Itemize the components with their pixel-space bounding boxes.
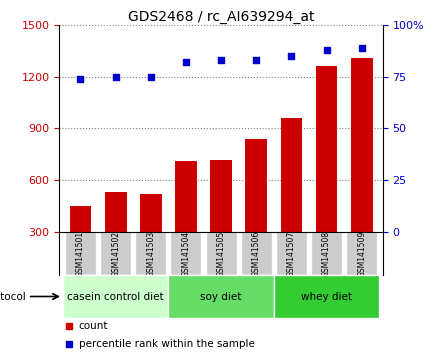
Point <box>288 53 295 59</box>
Point <box>66 341 73 347</box>
Bar <box>169 275 274 318</box>
FancyBboxPatch shape <box>205 232 237 275</box>
Bar <box>281 118 302 232</box>
Point <box>112 74 119 79</box>
FancyBboxPatch shape <box>311 232 342 275</box>
Bar <box>210 160 232 232</box>
Text: casein control diet: casein control diet <box>67 291 164 302</box>
Text: GSM141502: GSM141502 <box>111 231 120 277</box>
Text: GSM141501: GSM141501 <box>76 231 85 277</box>
Bar <box>70 206 92 232</box>
Bar <box>105 192 127 232</box>
FancyBboxPatch shape <box>276 232 307 275</box>
Bar <box>63 275 169 318</box>
Text: GSM141509: GSM141509 <box>357 230 366 277</box>
FancyBboxPatch shape <box>241 232 272 275</box>
Point <box>253 57 260 63</box>
Point <box>66 323 73 329</box>
Text: GSM141503: GSM141503 <box>146 230 155 277</box>
Bar <box>351 58 373 232</box>
Text: percentile rank within the sample: percentile rank within the sample <box>79 339 255 349</box>
Point <box>77 76 84 81</box>
Text: soy diet: soy diet <box>200 291 242 302</box>
Bar <box>274 275 379 318</box>
FancyBboxPatch shape <box>170 232 202 275</box>
Text: GSM141506: GSM141506 <box>252 230 261 277</box>
Text: count: count <box>79 321 108 331</box>
Point <box>358 45 365 50</box>
Text: GSM141505: GSM141505 <box>216 230 226 277</box>
Text: GSM141504: GSM141504 <box>181 230 191 277</box>
Text: GSM141508: GSM141508 <box>322 231 331 277</box>
Text: whey diet: whey diet <box>301 291 352 302</box>
Point <box>147 74 154 79</box>
FancyBboxPatch shape <box>65 232 96 275</box>
Bar <box>140 194 161 232</box>
Point <box>323 47 330 52</box>
Point <box>218 57 225 63</box>
FancyBboxPatch shape <box>100 232 131 275</box>
Bar <box>315 66 337 232</box>
Title: GDS2468 / rc_AI639294_at: GDS2468 / rc_AI639294_at <box>128 10 314 24</box>
Bar <box>246 139 267 232</box>
Bar <box>175 161 197 232</box>
Text: protocol: protocol <box>0 291 26 302</box>
FancyBboxPatch shape <box>346 232 377 275</box>
Text: GSM141507: GSM141507 <box>287 230 296 277</box>
FancyBboxPatch shape <box>136 232 166 275</box>
Point <box>183 59 190 65</box>
